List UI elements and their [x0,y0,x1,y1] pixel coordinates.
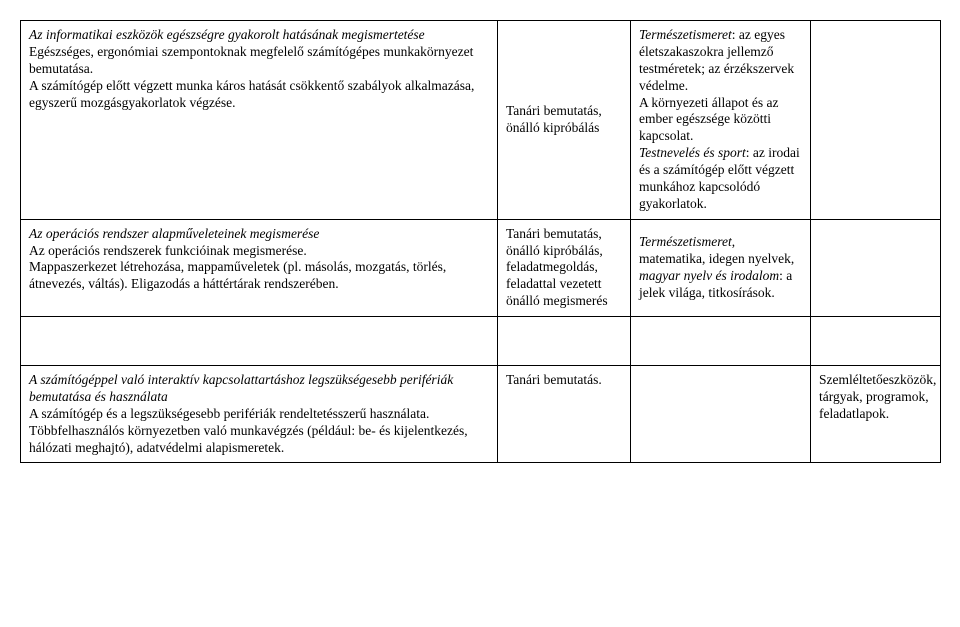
subject: magyar nyelv és irodalom [639,268,779,283]
cell-tools: Szemléltetőeszközök, tárgyak, programok,… [811,366,941,463]
desc-line: Az operációs rendszerek funkcióinak megi… [29,243,489,260]
cell-tools [811,21,941,220]
desc-line: Egészséges, ergonómiai szempontoknak meg… [29,44,489,78]
topic-title: Az operációs rendszer alapműveleteinek m… [29,226,319,241]
curriculum-table: Az informatikai eszközök egészségre gyak… [20,20,941,463]
method-text: Tanári bemutatás. [506,372,602,387]
cell-tools [811,219,941,316]
cell-description: Az operációs rendszer alapműveleteinek m… [21,219,498,316]
cell-description: Az informatikai eszközök egészségre gyak… [21,21,498,220]
table-row: Az informatikai eszközök egészségre gyak… [21,21,941,220]
tools-text: Szemléltetőeszközök, tárgyak, programok,… [819,372,936,421]
cell-method: Tanári bemutatás. [498,366,631,463]
topic-title: utatása és használata [52,389,168,404]
cell-method: Tanári bemutatás, önálló kipróbálás, fel… [498,219,631,316]
cell-links: Természetismeret: az egyes életszakaszok… [631,21,811,220]
desc-line: A számítógép előtt végzett munka káros h… [29,78,489,112]
desc-line: Mappaszerkezet létrehozása, mappaművelet… [29,259,489,293]
cell-description: A számítógéppel való interaktív kapcsola… [21,366,498,463]
desc-line: A számítógép és a legszükségesebb perifé… [29,406,489,423]
cell-links: Természetismeret, matematika, idegen nye… [631,219,811,316]
subject-desc: A környezeti állapot és az ember egészsé… [639,95,802,146]
topic-title: Az informatikai eszközök egészségre gyak… [29,27,425,42]
table-row: A számítógéppel való interaktív kapcsola… [21,366,941,463]
method-text: Tanári bemutatás, önálló kipróbálás [506,103,602,135]
spacer-row [21,317,941,366]
method-text: Tanári bemutatás, önálló kipróbálás, fel… [506,226,608,309]
table-row: Az operációs rendszer alapműveleteinek m… [21,219,941,316]
desc-line: Többfelhasználós környezetben való munka… [29,423,489,457]
subject: Természetismeret [639,234,732,249]
subject: Testnevelés és sport [639,145,746,160]
subject: Természetismeret [639,27,732,42]
cell-links [631,366,811,463]
cell-method: Tanári bemutatás, önálló kipróbálás [498,21,631,220]
